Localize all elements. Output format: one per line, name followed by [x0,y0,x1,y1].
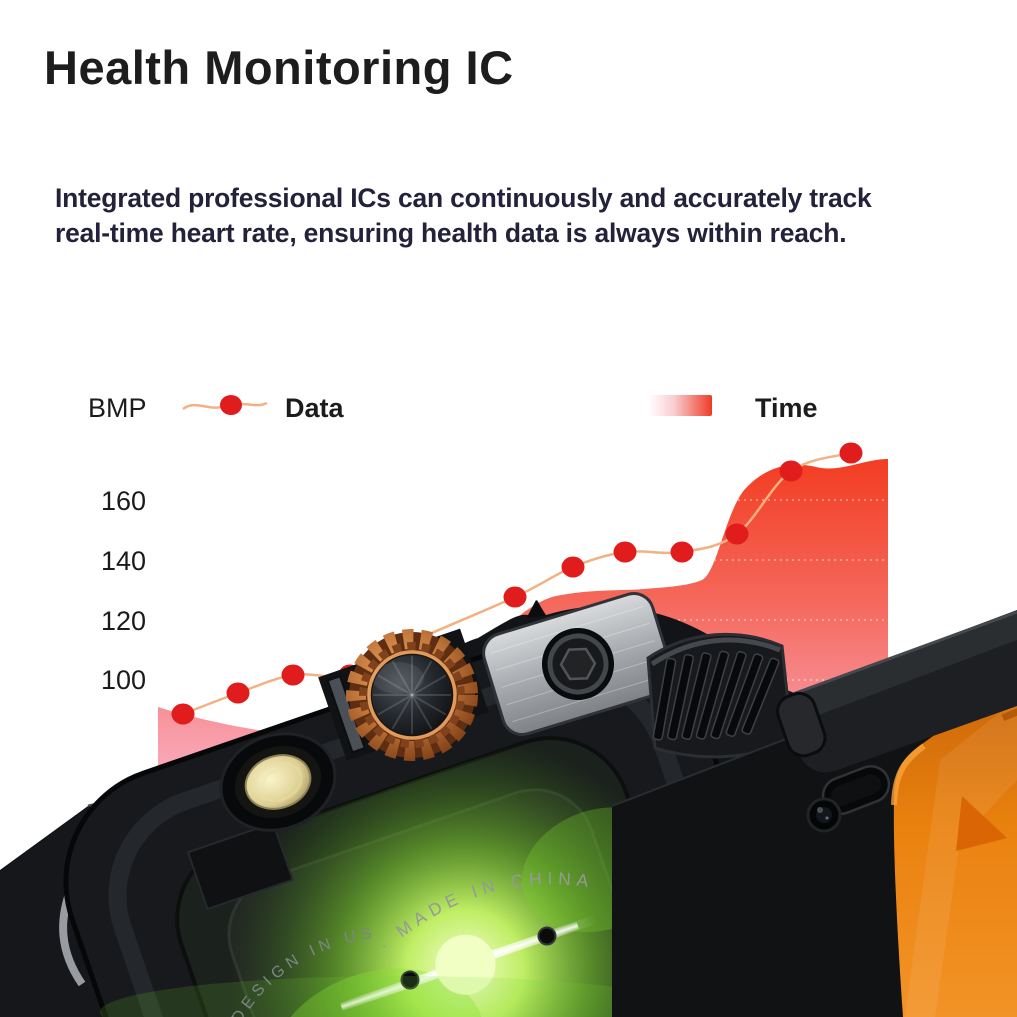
data-point [561,556,585,578]
strap-end-curl [776,691,827,758]
data-legend-label: Data [285,393,345,423]
page-description: Integrated professional ICs can continuo… [55,181,872,251]
orange-strap [891,676,1017,1017]
case-screw [537,926,557,946]
glow-reflection [100,976,700,1017]
data-point [226,682,250,704]
time-legend-label: Time [755,393,818,423]
data-point [725,523,749,545]
y-tick: 100 [101,665,146,695]
camera-lens-hole [806,797,842,833]
data-point [171,703,195,725]
case-screw [400,970,420,990]
data-legend-dot [220,395,242,415]
time-legend-swatch [649,395,712,416]
gold-sensor-button [219,732,337,832]
data-point [670,541,694,563]
data-point [839,442,863,464]
upper-strap [776,610,1017,773]
hex-screw-plate [482,592,674,736]
y-axis: 160 140 120 100 [101,486,146,695]
page-title: Health Monitoring IC [44,41,514,94]
axis-unit-label: BMP [88,393,147,423]
antenna-nub [527,600,546,618]
pill-notch [821,765,891,815]
strap-triangle [956,796,1007,851]
y-tick: 120 [101,606,146,636]
chart-legend: BMP Data Time [88,393,818,423]
data-point [281,664,305,686]
data-point [503,586,527,608]
data-point [613,541,637,563]
y-tick: 160 [101,486,146,516]
y-tick: 140 [101,546,146,576]
copper-rotating-crown [346,629,478,761]
ribbed-guard [646,632,794,759]
description-line-1: Integrated professional ICs can continuo… [55,183,872,213]
data-point [779,460,803,482]
description-line-2: real-time heart rate, ensuring health da… [55,218,847,248]
hex-screw [559,647,597,681]
